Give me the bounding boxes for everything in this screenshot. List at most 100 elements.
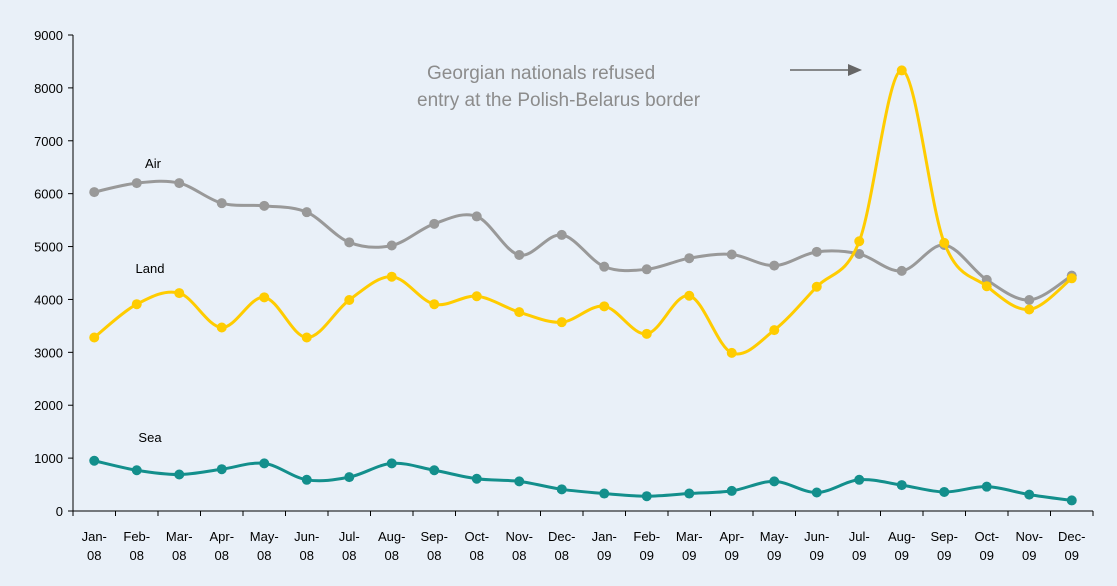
data-point — [344, 294, 355, 305]
data-point — [386, 271, 397, 282]
data-point — [259, 200, 270, 211]
data-point — [216, 322, 227, 333]
x-tick-label: Sep-08 — [421, 529, 448, 563]
x-tick-label: Nov-09 — [1016, 529, 1043, 563]
data-point — [981, 281, 992, 292]
data-point — [641, 328, 652, 339]
data-point — [854, 236, 865, 247]
data-point — [556, 317, 567, 328]
x-tick-label: Mar-09 — [676, 529, 703, 563]
annotation: entry at the Polish-Belarus border — [417, 90, 701, 111]
data-point — [386, 458, 397, 469]
data-point — [174, 178, 185, 189]
annotation: Georgian nationals refused — [427, 63, 655, 84]
data-point — [684, 290, 695, 301]
x-tick-label: Sep-09 — [931, 529, 958, 563]
series-label: Land — [136, 261, 165, 276]
x-tick-label: Jan-09 — [592, 529, 617, 563]
data-point — [1024, 304, 1035, 315]
data-point — [131, 299, 142, 310]
x-tick-label: Jun-09 — [804, 529, 829, 563]
y-tick-label: 0 — [56, 504, 63, 519]
y-tick-label: 7000 — [34, 134, 63, 149]
data-point — [131, 178, 142, 189]
data-point — [471, 473, 482, 484]
data-point — [89, 187, 100, 198]
data-point — [939, 237, 950, 248]
data-point — [471, 211, 482, 222]
y-tick-label: 5000 — [34, 240, 63, 255]
data-point — [89, 332, 100, 343]
x-tick-label: Jun-08 — [294, 529, 319, 563]
data-point — [131, 465, 142, 476]
x-tick-label: Oct-09 — [974, 529, 999, 563]
x-tick-label: Jul-08 — [339, 529, 360, 563]
data-point — [344, 472, 355, 483]
data-point — [854, 474, 865, 485]
y-tick-label: 2000 — [34, 398, 63, 413]
data-point — [174, 288, 185, 299]
data-point — [939, 486, 950, 497]
x-tick-label: Apr-09 — [719, 529, 744, 563]
data-point — [599, 301, 610, 312]
y-tick-label: 1000 — [34, 451, 63, 466]
data-point — [556, 229, 567, 240]
x-tick-label: Nov-08 — [506, 529, 533, 563]
data-point — [1024, 489, 1035, 500]
x-tick-label: Feb-08 — [123, 529, 150, 563]
data-point — [896, 65, 907, 76]
data-point — [216, 464, 227, 475]
data-point — [769, 325, 780, 336]
x-tick-label: Dec-08 — [548, 529, 575, 563]
data-point — [301, 332, 312, 343]
data-point — [684, 488, 695, 499]
x-tick-label: May-09 — [760, 529, 789, 563]
data-point — [514, 307, 525, 318]
data-point — [641, 491, 652, 502]
data-point — [1066, 495, 1077, 506]
data-point — [1066, 273, 1077, 284]
data-point — [769, 476, 780, 487]
data-point — [811, 246, 822, 257]
y-tick-label: 6000 — [34, 187, 63, 202]
x-tick-label: Dec-09 — [1058, 529, 1085, 563]
x-tick-label: Jan-08 — [82, 529, 107, 563]
series-label: Sea — [138, 430, 162, 445]
data-point — [429, 218, 440, 229]
data-point — [216, 198, 227, 209]
y-tick-label: 9000 — [34, 28, 63, 43]
data-point — [726, 347, 737, 358]
data-point — [429, 299, 440, 310]
data-point — [89, 455, 100, 466]
y-tick-label: 3000 — [34, 345, 63, 360]
data-point — [641, 264, 652, 275]
data-point — [301, 474, 312, 485]
data-point — [514, 250, 525, 261]
annotation-arrowhead — [848, 64, 862, 76]
data-point — [726, 485, 737, 496]
x-tick-label: Aug-09 — [888, 529, 915, 563]
x-tick-label: Feb-09 — [633, 529, 660, 563]
x-tick-label: Jul-09 — [849, 529, 870, 563]
data-point — [769, 260, 780, 271]
data-point — [429, 465, 440, 476]
x-tick-label: May-08 — [250, 529, 279, 563]
data-point — [1024, 294, 1035, 305]
data-point — [259, 458, 270, 469]
data-point — [556, 484, 567, 495]
x-tick-label: Apr-08 — [209, 529, 234, 563]
series-label: Air — [145, 156, 162, 171]
data-point — [684, 253, 695, 264]
x-tick-label: Oct-08 — [464, 529, 489, 563]
data-point — [471, 291, 482, 302]
data-point — [726, 249, 737, 260]
data-point — [344, 237, 355, 248]
y-tick-label: 4000 — [34, 292, 63, 307]
data-point — [896, 480, 907, 491]
data-point — [896, 265, 907, 276]
x-tick-label: Aug-08 — [378, 529, 405, 563]
data-point — [514, 476, 525, 487]
data-point — [301, 207, 312, 218]
data-point — [811, 487, 822, 498]
